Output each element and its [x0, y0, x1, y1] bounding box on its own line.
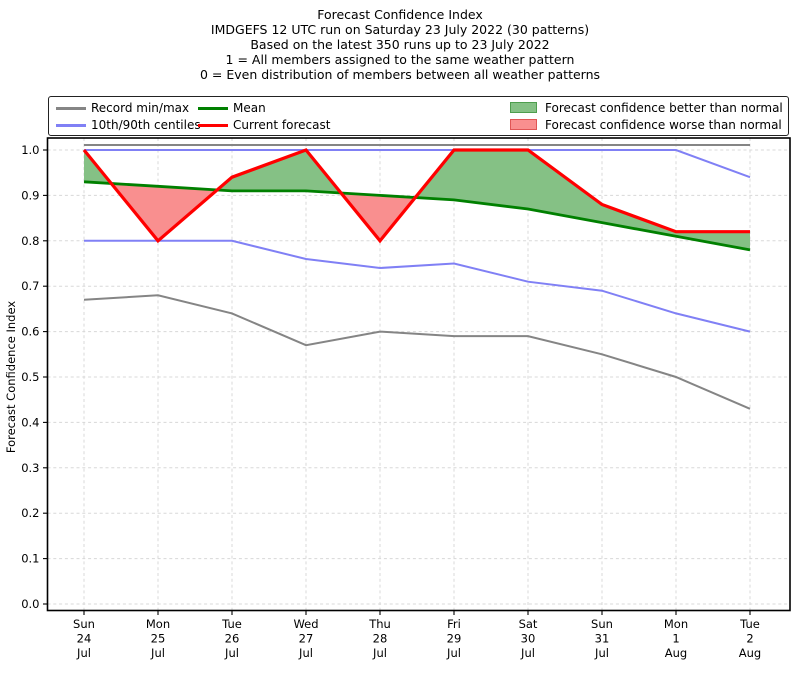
chart-note-zero: 0 = Even distribution of members between… [199, 67, 601, 82]
mean-line-swatch [198, 107, 228, 110]
x-tick-label: Jul [150, 646, 165, 660]
legend-label: Current forecast [233, 118, 331, 132]
legend-label: 10th/90th centiles [91, 118, 201, 132]
y-tick-label: 0.9 [21, 188, 39, 202]
series-line-current [82, 148, 750, 244]
y-tick-label: 1.0 [21, 143, 39, 157]
y-tick-label: 0.6 [21, 325, 39, 339]
axes-frame [46, 137, 791, 612]
x-tick-label: 29 [447, 632, 462, 646]
y-tick-label: 0.3 [21, 461, 39, 475]
chart-title: Forecast Confidence Index [317, 7, 483, 22]
title-block: Forecast Confidence Index IMDGEFS 12 UTC… [0, 7, 800, 82]
x-tick-label: Wed [293, 617, 318, 631]
record-minmax-line-swatch [56, 107, 86, 110]
x-tick-label: Jul [446, 646, 461, 660]
confidence-better-fill [217, 150, 342, 193]
confidence-worse-patch-swatch [510, 119, 537, 130]
x-tick-label: Jul [76, 646, 91, 660]
x-tick-label: Aug [665, 646, 687, 660]
x-tick-label: 26 [225, 632, 240, 646]
confidence-better-fill [415, 150, 750, 250]
series-line-p10 [84, 239, 751, 333]
legend-label: Record min/max [91, 101, 190, 115]
x-tick-label: 25 [151, 632, 166, 646]
y-tick-label: 0.2 [21, 506, 39, 520]
current-forecast-line-swatch [198, 124, 228, 127]
x-tick-label: 27 [299, 632, 314, 646]
x-tick-label: Jul [224, 646, 239, 660]
x-tick-label: Sun [591, 617, 613, 631]
centiles-line-swatch [56, 124, 86, 127]
legend: Record min/max 10th/90th centiles Mean C… [48, 96, 789, 136]
x-tick-label: Jul [298, 646, 313, 660]
confidence-worse-fill [341, 193, 416, 241]
y-tick-label: 0.7 [21, 279, 39, 293]
series-line-record_min [83, 294, 751, 410]
chart-note-one: 1 = All members assigned to the same wea… [225, 52, 575, 67]
x-tick-label: Aug [739, 646, 761, 660]
x-tick-label: 28 [373, 632, 388, 646]
x-tick-label: Jul [372, 646, 387, 660]
confidence-better-patch-swatch [510, 102, 537, 113]
x-tick-label: Tue [739, 617, 760, 631]
x-tick-label: Mon [146, 617, 170, 631]
confidence-worse-fill [111, 183, 218, 241]
x-tick-label: 1 [672, 632, 679, 646]
chart-subtitle-basis: Based on the latest 350 runs up to 23 Ju… [250, 37, 550, 52]
x-tick-label: Fri [447, 617, 461, 631]
x-tick-label: 2 [746, 632, 753, 646]
x-tick-label: 24 [77, 632, 92, 646]
x-tick-label: Sun [73, 617, 95, 631]
x-tick-label: Jul [520, 646, 535, 660]
chart-subtitle-run: IMDGEFS 12 UTC run on Saturday 23 July 2… [210, 22, 590, 37]
y-tick-label: 0.5 [21, 370, 39, 384]
legend-label: Forecast confidence worse than normal [545, 118, 782, 132]
series-line-p90 [84, 149, 751, 179]
x-tick-label: 31 [595, 632, 610, 646]
legend-label: Mean [233, 101, 266, 115]
legend-label: Forecast confidence better than normal [545, 101, 783, 115]
x-tick-label: Tue [221, 617, 242, 631]
x-tick-label: Thu [368, 617, 391, 631]
x-tick-label: Jul [594, 646, 609, 660]
x-tick-label: 30 [521, 632, 536, 646]
y-tick-label: 0.1 [21, 552, 39, 566]
x-tick-label: Sat [519, 617, 538, 631]
x-tick-label: Mon [664, 617, 688, 631]
y-tick-label: 0.8 [21, 234, 39, 248]
y-tick-label: 0.4 [21, 415, 39, 429]
y-axis-title: Forecast Confidence Index [4, 301, 18, 453]
y-tick-label: 0.0 [21, 597, 39, 611]
